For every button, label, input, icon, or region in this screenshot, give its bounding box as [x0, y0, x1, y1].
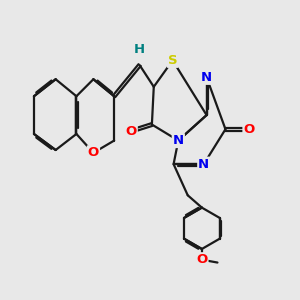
Text: N: N — [173, 134, 184, 147]
Text: O: O — [88, 146, 99, 159]
Text: N: N — [198, 158, 209, 171]
Text: O: O — [196, 253, 208, 266]
Text: H: H — [134, 43, 145, 56]
Text: N: N — [201, 71, 212, 84]
Text: O: O — [243, 123, 255, 136]
Text: O: O — [125, 124, 137, 138]
Text: S: S — [168, 54, 178, 67]
